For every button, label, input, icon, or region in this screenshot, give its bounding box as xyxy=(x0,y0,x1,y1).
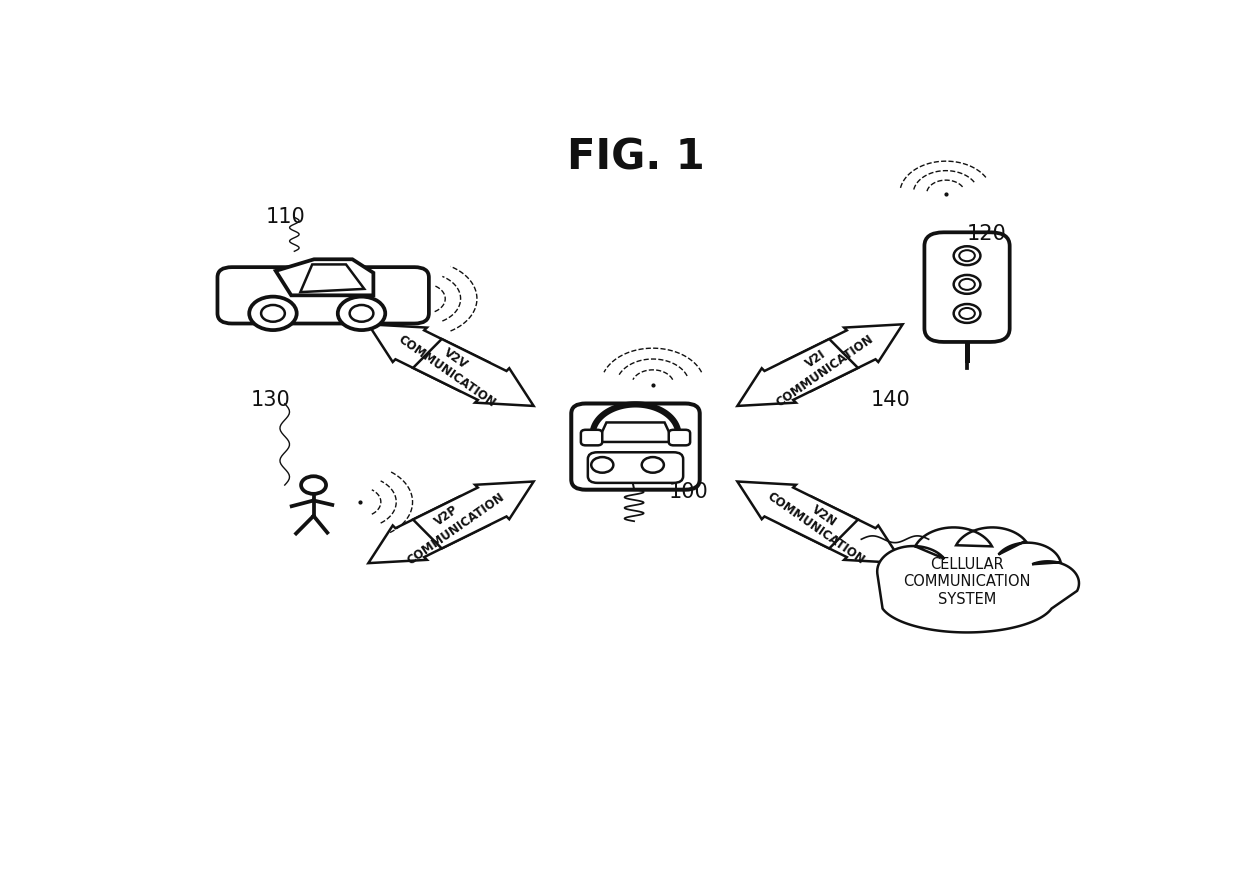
Polygon shape xyxy=(598,422,673,442)
Text: CELLULAR
COMMUNICATION
SYSTEM: CELLULAR COMMUNICATION SYSTEM xyxy=(903,557,1030,606)
FancyBboxPatch shape xyxy=(924,232,1009,342)
Circle shape xyxy=(954,275,981,294)
Text: V2I
COMMUNICATION: V2I COMMUNICATION xyxy=(765,320,875,410)
Polygon shape xyxy=(275,260,373,296)
Text: 140: 140 xyxy=(870,391,910,410)
Text: 120: 120 xyxy=(967,224,1007,245)
Circle shape xyxy=(954,304,981,323)
Polygon shape xyxy=(738,481,858,548)
Polygon shape xyxy=(877,527,1079,633)
Polygon shape xyxy=(413,481,533,548)
Circle shape xyxy=(960,308,975,319)
Text: 130: 130 xyxy=(250,391,291,410)
Circle shape xyxy=(301,476,326,494)
Text: 100: 100 xyxy=(670,481,709,502)
FancyBboxPatch shape xyxy=(668,429,691,445)
Circle shape xyxy=(262,305,285,322)
Circle shape xyxy=(960,250,975,261)
FancyBboxPatch shape xyxy=(217,268,429,324)
Polygon shape xyxy=(413,339,533,406)
Text: V2N
COMMUNICATION: V2N COMMUNICATION xyxy=(765,478,875,567)
Text: V2P
COMMUNICATION: V2P COMMUNICATION xyxy=(396,478,506,567)
Polygon shape xyxy=(368,325,489,392)
Polygon shape xyxy=(782,496,903,563)
Polygon shape xyxy=(782,325,903,392)
Polygon shape xyxy=(368,496,489,563)
Text: V2V
COMMUNICATION: V2V COMMUNICATION xyxy=(396,320,506,410)
Circle shape xyxy=(642,457,663,473)
Polygon shape xyxy=(738,339,858,406)
Circle shape xyxy=(249,297,296,330)
Circle shape xyxy=(591,457,614,473)
Text: 110: 110 xyxy=(265,208,305,227)
FancyBboxPatch shape xyxy=(588,452,683,483)
FancyBboxPatch shape xyxy=(580,429,603,445)
Circle shape xyxy=(350,305,373,322)
Circle shape xyxy=(954,246,981,265)
Text: FIG. 1: FIG. 1 xyxy=(567,136,704,178)
Polygon shape xyxy=(300,264,365,292)
Circle shape xyxy=(337,297,386,330)
FancyBboxPatch shape xyxy=(572,404,699,489)
Circle shape xyxy=(960,279,975,290)
